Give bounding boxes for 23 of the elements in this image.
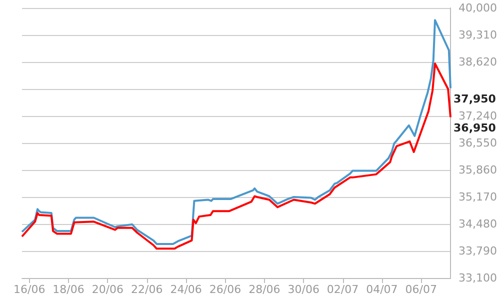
- y-tick-label: 34,480: [458, 218, 498, 230]
- y-tick-label: 37,240: [458, 110, 498, 122]
- y-tick-label: 35,860: [458, 164, 498, 176]
- x-tick-label: 02/07: [326, 283, 359, 296]
- x-tick-label: 18/06: [52, 283, 84, 296]
- x-tick-label: 24/06: [170, 283, 202, 296]
- y-tick-label: 39,310: [458, 28, 498, 42]
- y-tick-label: 38,620: [458, 56, 498, 68]
- x-tick-label: 04/07: [366, 283, 398, 296]
- x-tick-label: 16/06: [13, 283, 46, 296]
- y-tick-label: 35,170: [458, 190, 498, 204]
- x-tick-label: 22/06: [131, 283, 163, 296]
- y-tick-label: 36,550: [458, 136, 498, 150]
- x-tick-label: 30/06: [288, 283, 320, 296]
- y-tick-label: 33,790: [458, 244, 498, 258]
- y-tick-label: 40,000: [458, 2, 498, 14]
- y-tick-label: 33,100: [458, 272, 498, 284]
- x-tick-label: 20/06: [92, 283, 124, 296]
- text: 37,950: [454, 92, 496, 106]
- x-tick-label: 26/06: [209, 283, 242, 296]
- text: 36,950: [454, 122, 496, 135]
- x-tick-label: 06/07: [405, 283, 437, 296]
- x-tick-label: 28/06: [248, 283, 280, 296]
